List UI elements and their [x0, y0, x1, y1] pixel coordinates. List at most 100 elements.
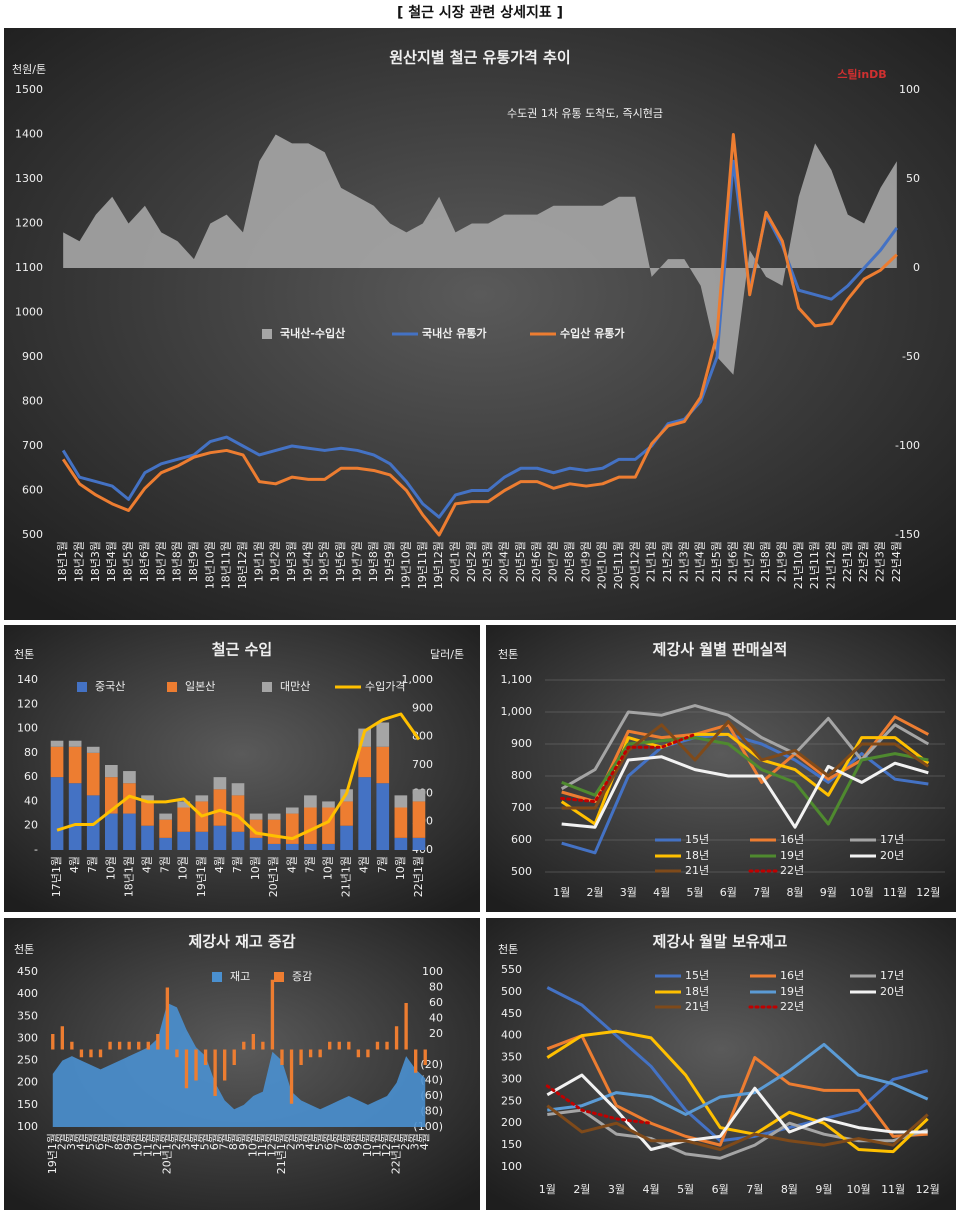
bar: [261, 1041, 265, 1050]
x-tick-label: 21년10월: [792, 541, 805, 589]
legend-swatch: [262, 329, 272, 339]
x-tick-label: 5월: [686, 886, 703, 899]
x-tick-label: 12월: [151, 1133, 164, 1157]
x-tick-label: 10월: [249, 856, 262, 880]
x-tick-label: 20년11월: [612, 541, 625, 589]
x-tick-label: 2월: [55, 1133, 68, 1150]
x-tick-label: 18년7월: [154, 541, 167, 582]
y2-tick-label: 60: [429, 996, 443, 1009]
line: [561, 736, 929, 826]
legend-label: 재고: [230, 970, 250, 983]
x-tick-label: 4월: [68, 856, 81, 873]
x-tick-label: 19년12월: [432, 541, 445, 589]
y-tick-label: 100: [17, 722, 38, 735]
y-tick-label: -: [34, 843, 38, 856]
x-tick-label: 3월: [620, 886, 637, 899]
line: [546, 1029, 929, 1154]
bar: [385, 1041, 389, 1050]
x-tick-label: 22년1월: [390, 1133, 403, 1174]
y-tick-label: 800: [22, 395, 43, 408]
x-tick-label: 12월: [916, 886, 940, 899]
y-tick-label: 100: [501, 1160, 522, 1173]
bar: [50, 777, 64, 850]
y-tick-label: 1100: [15, 261, 43, 274]
y-tick-label: 20: [24, 819, 38, 832]
bar: [105, 777, 118, 814]
bar: [141, 825, 154, 850]
y-tick-label: 600: [22, 484, 43, 497]
x-tick-label: 19년11월: [416, 541, 429, 589]
x-tick-label: 19년4월: [301, 541, 314, 582]
x-tick-label: 10월: [850, 886, 874, 899]
legend-label: 국내산 유통가: [422, 326, 487, 340]
legend-label: 21년: [685, 864, 709, 877]
legend-label: 일본산: [185, 679, 215, 693]
legend-label: 16년: [780, 833, 804, 846]
y-tick-label: 350: [501, 1051, 522, 1064]
x-tick-label: 20년8월: [563, 541, 576, 582]
x-tick-label: 9월: [237, 1133, 250, 1150]
x-tick-label: 21년4월: [694, 541, 707, 582]
bar: [105, 765, 118, 778]
legend-label: 19년: [780, 849, 804, 862]
legend-label: 국내산-수입산: [280, 326, 345, 340]
y-tick-label: 300: [501, 1072, 522, 1085]
bar: [50, 740, 64, 747]
bar: [127, 1041, 131, 1050]
bar: [304, 843, 317, 850]
chart-subtitle: 수도권 1차 유통 도착도, 즉시현금: [507, 107, 663, 120]
bar: [184, 1049, 189, 1089]
legend-label: 15년: [685, 969, 709, 982]
bar: [68, 746, 82, 784]
chart-title: 제강사 월말 보유재고: [653, 933, 788, 951]
y2-tick-label: (40): [420, 1074, 443, 1087]
x-tick-label: 3월: [608, 1183, 625, 1196]
y2-tick-label: 100: [899, 83, 920, 96]
y-tick-label: 450: [17, 965, 38, 978]
x-tick-label: 22년1월: [841, 541, 854, 582]
y2-tick-label: 40: [429, 1012, 443, 1025]
legend-swatch: [262, 682, 272, 692]
x-tick-label: 20년9월: [579, 541, 592, 582]
y-tick-label: 1000: [15, 306, 43, 319]
x-tick-label: 18년10월: [203, 541, 216, 589]
y-tick-label: 250: [17, 1054, 38, 1067]
bar: [423, 1049, 427, 1065]
bar: [89, 1049, 93, 1058]
y-tick-label: 900: [511, 737, 532, 750]
x-tick-label: 18년3월: [89, 541, 102, 582]
x-tick-label: 18년12월: [236, 541, 249, 589]
bar: [105, 813, 118, 850]
y-tick-label: 300: [17, 1031, 38, 1044]
x-tick-label: 7월: [376, 856, 389, 873]
y-tick-label: 250: [501, 1094, 522, 1107]
panel-background: [486, 625, 956, 912]
x-tick-label: 2월: [586, 886, 603, 899]
x-tick-label: 20년1월: [160, 1133, 173, 1174]
line: [545, 1084, 653, 1125]
x-tick-label: 4월: [653, 886, 670, 899]
bar: [289, 1049, 294, 1104]
bar: [177, 807, 191, 832]
x-tick-label: 21년7월: [743, 541, 756, 582]
line: [560, 704, 930, 791]
x-tick-label: 22년2월: [857, 541, 870, 582]
x-tick-label: 12월: [380, 1133, 393, 1157]
bar: [117, 1041, 122, 1050]
x-tick-label: 19년9월: [383, 541, 396, 582]
bar: [165, 987, 170, 1050]
bar: [376, 783, 390, 850]
x-tick-label: 5월: [677, 1183, 694, 1196]
bar: [60, 1026, 64, 1050]
bar: [322, 801, 335, 808]
x-tick-label: 4월: [74, 1133, 87, 1150]
x-tick-label: 7월: [86, 856, 99, 873]
x-tick-label: 3월: [179, 1133, 192, 1150]
legend-label: 18년: [685, 849, 709, 862]
legend-label: 18년: [685, 985, 709, 998]
bar: [146, 1041, 150, 1050]
x-tick-label: 21년1월: [275, 1133, 288, 1174]
x-tick-label: 9월: [122, 1133, 135, 1150]
y-tick-label: 200: [501, 1116, 522, 1129]
